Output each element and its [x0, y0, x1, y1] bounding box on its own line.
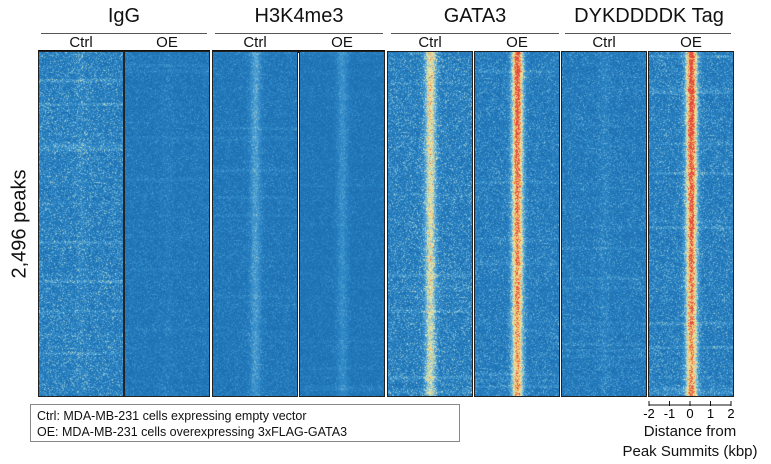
heatmap-panel [38, 51, 124, 397]
panel-top-bar-h3k4me3 [212, 50, 385, 53]
heatmap-panel [474, 51, 560, 397]
group-line-h3k4me3 [215, 33, 383, 34]
group-title-igg: IgG [107, 5, 141, 27]
y-axis-label: 2,496 peaks [8, 169, 31, 279]
x-axis-title-line-2: Peak Summits (kbp) [622, 443, 758, 460]
x-axis: -2 -1 0 1 2 [643, 401, 735, 421]
sub-label-dykddddk-ctrl: Ctrl [592, 34, 616, 51]
heatmap-panel [387, 51, 473, 397]
sub-label-dykddddk-oe: OE [680, 34, 702, 51]
x-tick-label: 1 [707, 406, 714, 421]
group-line-gata3 [391, 33, 559, 34]
group-title-gata3: GATA3 [443, 5, 507, 27]
sub-label-h3k4me3-ctrl: Ctrl [243, 34, 267, 51]
x-tick-label: 0 [686, 406, 693, 421]
x-tick-label: -2 [643, 406, 655, 421]
heatmap-panel [648, 51, 734, 397]
heatmap-panel [299, 51, 385, 397]
sub-label-gata3-ctrl: Ctrl [418, 34, 442, 51]
x-tick-label: -1 [664, 406, 676, 421]
group-title-h3k4me3: H3K4me3 [254, 5, 344, 27]
heatmap-panel [124, 51, 210, 397]
heatmap-panel [561, 51, 647, 397]
sub-label-igg-oe: OE [156, 34, 178, 51]
x-axis-title-line-1: Distance from [643, 423, 737, 440]
sub-label-h3k4me3-oe: OE [331, 34, 353, 51]
legend-entry-oe: OE: MDA-MB-231 cells overexpressing 3xFL… [37, 425, 348, 439]
sub-label-igg-ctrl: Ctrl [69, 34, 93, 51]
heatmap-panel [212, 51, 298, 397]
group-title-dykddddk-tag: DYKDDDDK Tag [574, 5, 724, 27]
legend-entry-ctrl: Ctrl: MDA-MB-231 cells expressing empty … [37, 409, 307, 423]
group-line-dykddddk-tag [565, 33, 731, 34]
sub-label-gata3-oe: OE [506, 34, 528, 51]
legend-box: Ctrl: MDA-MB-231 cells expressing empty … [30, 404, 460, 442]
x-tick-label: 2 [727, 406, 734, 421]
group-line-igg [41, 33, 207, 34]
